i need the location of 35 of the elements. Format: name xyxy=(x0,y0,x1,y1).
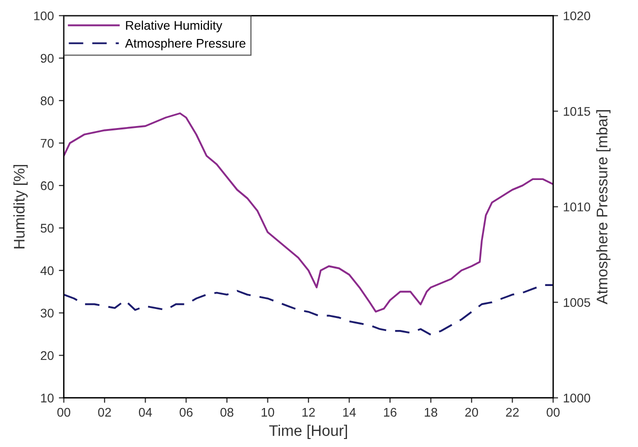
y-tick-label: 80 xyxy=(40,96,54,106)
x-axis-title: Time [Hour] xyxy=(269,424,347,439)
y-tick-label: 50 xyxy=(40,224,54,233)
y-tick-label: 70 xyxy=(40,138,54,148)
x-tick-label: 18 xyxy=(424,408,438,417)
x-tick-label: 00 xyxy=(57,408,70,417)
x-tick-label: 08 xyxy=(220,408,234,417)
x-tick-label: 14 xyxy=(343,408,356,417)
x-tick-label: 22 xyxy=(506,408,519,417)
y-axis-title: Humidity [%] xyxy=(13,164,28,248)
y-tick-label: 100 xyxy=(34,11,54,20)
x-tick-label: 16 xyxy=(384,408,396,417)
y-tick-label: 40 xyxy=(40,266,54,276)
x-tick-label: 20 xyxy=(465,408,478,417)
x-tick-label: 12 xyxy=(302,408,315,417)
x-tick-label: 10 xyxy=(262,408,274,417)
y-tick-label: 60 xyxy=(40,181,54,190)
x-tick-label: 00 xyxy=(546,408,560,417)
y2-tick-label: 1005 xyxy=(564,298,590,307)
line-series xyxy=(64,112,554,313)
y2-tick-label: 1000 xyxy=(564,394,590,402)
y2-tick-label: 1020 xyxy=(564,11,590,20)
x-tick-label: 06 xyxy=(180,408,193,417)
y-tick-label: 20 xyxy=(40,351,54,360)
y2-axis-title: Atmosphere Pressure [mbar] xyxy=(596,110,610,304)
legend-label: Atmosphere Pressure xyxy=(125,38,246,50)
y-tick-label: 30 xyxy=(40,308,54,318)
y-tick-label: 90 xyxy=(40,54,54,63)
y2-tick-label: 1010 xyxy=(564,202,590,212)
x-tick-label: 02 xyxy=(98,408,111,417)
x-tick-label: 04 xyxy=(138,408,152,417)
line-series xyxy=(64,284,554,336)
y-tick-label: 10 xyxy=(41,394,54,402)
y2-tick-label: 1015 xyxy=(564,106,590,116)
legend-label: Relative Humidity xyxy=(126,20,222,32)
